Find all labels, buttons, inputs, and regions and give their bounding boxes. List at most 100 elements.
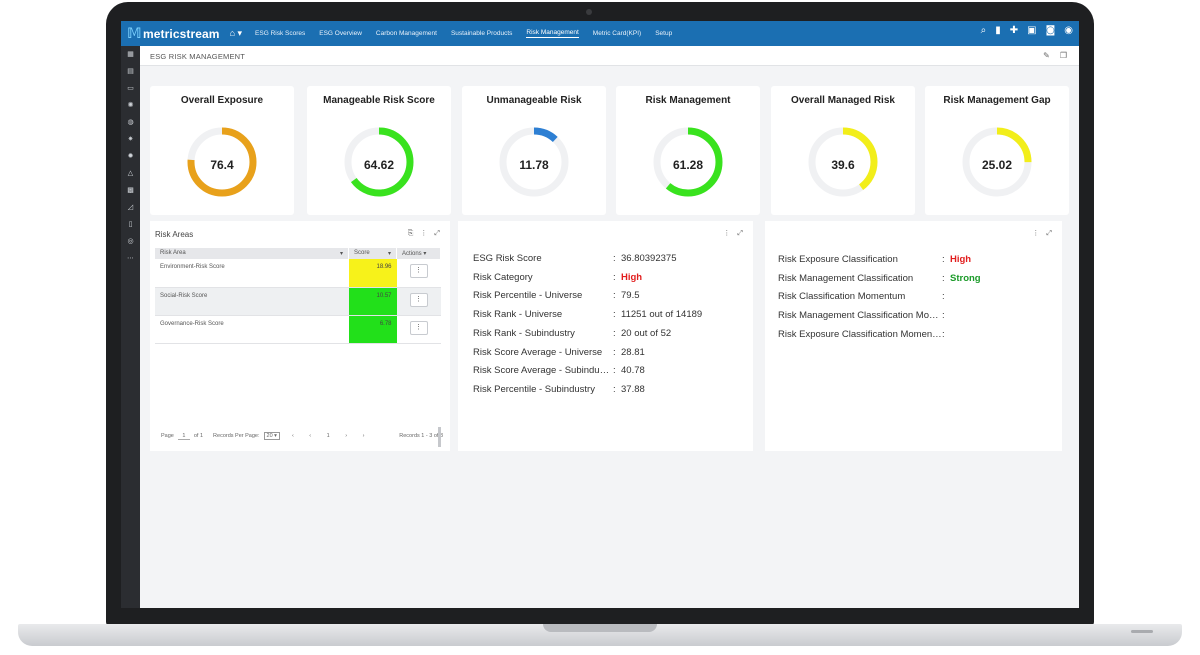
reports-icon[interactable]: ▤ xyxy=(127,67,134,75)
top-navigation: 𝕄 metricstream ⌂ ▾ ESG Risk Scores ESG O… xyxy=(121,21,1079,46)
page-header: ESG RISK MANAGEMENT ✎ ❐ xyxy=(140,46,1079,66)
classification-panel: ⋮ ⤢ Risk Exposure Classification: High Ris… xyxy=(765,221,1062,451)
kpi-value: 64.62 xyxy=(363,158,395,172)
page-title: ESG RISK MANAGEMENT xyxy=(150,52,246,61)
nav-item-carbon-management[interactable]: Carbon Management xyxy=(375,30,437,37)
location-icon[interactable]: ◎ xyxy=(127,237,134,245)
copy-icon[interactable]: ❐ xyxy=(1059,51,1067,60)
nav-item-esg-risk-scores[interactable]: ESG Risk Scores xyxy=(255,30,306,37)
more-icon[interactable]: ⋯ xyxy=(127,254,134,262)
donut-gauge xyxy=(962,127,1032,197)
row-actions-button[interactable]: ⋮ xyxy=(409,320,428,335)
classification-row: Risk Classification Momentum: xyxy=(778,291,950,302)
classification-label: Risk Exposure Classification xyxy=(778,254,898,265)
score-row: Risk Rank - Subindustry:20 out of 52 xyxy=(473,328,671,339)
separator: : xyxy=(613,346,616,358)
score-value: 40.78 xyxy=(621,365,645,377)
score-value: 36.80392375 xyxy=(621,253,677,264)
separator: : xyxy=(613,365,616,377)
grid-icon[interactable]: ▩ xyxy=(127,186,134,194)
classification-label: Risk Exposure Classification Momentum xyxy=(778,328,942,340)
chart-icon[interactable]: ◿ xyxy=(127,203,134,211)
more-vertical-icon[interactable]: ⋮ xyxy=(723,229,731,237)
warning-icon[interactable]: △ xyxy=(127,169,134,177)
globe-icon[interactable]: ◍ xyxy=(127,118,134,126)
kpi-card-unmanageable-risk: Unmanageable Risk 11.78 xyxy=(462,86,606,215)
row-actions-button[interactable]: ⋮ xyxy=(409,264,428,278)
table-row[interactable]: Governance-Risk Score 6.78 ⋮ xyxy=(155,315,441,344)
table-row[interactable]: Environment-Risk Score 18.96 ⋮ xyxy=(155,259,441,288)
more-vertical-icon[interactable]: ⋮ xyxy=(420,229,428,237)
page-count: of 1 xyxy=(193,433,204,439)
kpi-title: Overall Exposure xyxy=(180,95,264,106)
column-header-risk-area[interactable]: Risk Area ▾ xyxy=(155,248,349,259)
classification-row: Risk Management Classification: Strong xyxy=(778,273,981,284)
donut-gauge xyxy=(499,127,569,197)
app-screen: 𝕄 metricstream ⌂ ▾ ESG Risk Scores ESG O… xyxy=(121,21,1079,608)
panel-title: Risk Areas xyxy=(155,230,194,239)
nav-item-setup[interactable]: Setup xyxy=(655,30,673,37)
table-row[interactable]: Social-Risk Score 10.57 ⋮ xyxy=(155,287,441,316)
settings-icon[interactable]: ✷ xyxy=(127,135,134,143)
donut-gauge xyxy=(344,127,414,197)
dashboard-icon[interactable]: ▦ xyxy=(127,50,134,58)
document-icon[interactable]: ▯ xyxy=(128,220,133,228)
search-icon[interactable]: ⌕ xyxy=(980,25,987,36)
calendar-icon[interactable]: ▣ xyxy=(1027,25,1037,36)
score-label: ESG Risk Score xyxy=(473,253,542,264)
expand-icon[interactable]: ⤢ xyxy=(737,229,743,237)
page-navigation[interactable]: ‹ ‹ 1 › › xyxy=(291,433,372,439)
column-header-score[interactable]: Score ▾ xyxy=(348,248,397,259)
classification-label: Risk Management Classification Momentum xyxy=(778,310,942,322)
monitor-icon[interactable]: ▭ xyxy=(127,84,134,92)
webcam xyxy=(586,9,592,15)
donut-gauge xyxy=(187,127,257,197)
score-row: Risk Score Average - Universe:28.81 xyxy=(473,347,645,358)
home-menu[interactable]: ⌂ ▾ xyxy=(229,28,243,38)
user-avatar-icon[interactable]: ◉ xyxy=(1064,25,1073,36)
brand-logo[interactable]: 𝕄 metricstream xyxy=(127,27,220,41)
nav-item-sustainable-products[interactable]: Sustainable Products xyxy=(450,30,513,37)
more-vertical-icon[interactable]: ⋮ xyxy=(1032,229,1040,237)
records-per-page-select[interactable]: 20 ▾ xyxy=(263,432,280,440)
page-label: Page xyxy=(161,433,174,439)
classification-label: Risk Management Classification xyxy=(778,272,914,284)
risk-area-name: Governance-Risk Score xyxy=(155,315,349,344)
left-icon-bar: ▦ ▤ ▭ ✺ ◍ ✷ ✹ △ ▩ ◿ ▯ ◎ ⋯ xyxy=(121,46,140,608)
separator: : xyxy=(613,253,616,264)
expand-icon[interactable]: ⤢ xyxy=(434,229,440,237)
nav-item-esg-overview[interactable]: ESG Overview xyxy=(319,30,362,37)
classification-value: Strong xyxy=(950,272,981,284)
column-header-actions[interactable]: Actions ▾ xyxy=(396,248,441,259)
scrollbar[interactable] xyxy=(438,427,441,447)
risk-score-cell: 18.96 xyxy=(348,259,397,288)
score-label: Risk Category xyxy=(473,271,533,283)
kpi-value: 11.78 xyxy=(519,158,549,172)
edit-icon[interactable]: ✎ xyxy=(1043,51,1050,60)
tools-icon[interactable]: ✚ xyxy=(1009,25,1019,36)
kpi-value: 76.4 xyxy=(210,158,234,172)
expand-icon[interactable]: ⤢ xyxy=(1046,229,1052,237)
classification-row: Risk Exposure Classification: High xyxy=(778,254,971,265)
export-icon[interactable]: ⎘ xyxy=(407,229,414,237)
risk-areas-table: Risk Area ▾ Score ▾ Actions ▾ Environmen… xyxy=(155,248,441,344)
nav-item-risk-management[interactable]: Risk Management xyxy=(526,29,579,38)
kpi-value: 39.6 xyxy=(831,158,855,172)
score-value: 79.5 xyxy=(621,290,640,302)
page-input[interactable]: 1 xyxy=(177,433,190,440)
cog-icon[interactable]: ✹ xyxy=(127,152,134,160)
row-actions-button[interactable]: ⋮ xyxy=(409,292,428,307)
separator: : xyxy=(613,327,616,339)
nav-item-metric-card[interactable]: Metric Card(KPI) xyxy=(592,30,642,37)
kpi-title: Overall Managed Risk xyxy=(791,95,895,106)
separator: : xyxy=(942,272,945,284)
kpi-value: 61.28 xyxy=(672,158,704,172)
gear-icon[interactable]: ✺ xyxy=(127,101,134,109)
score-row: Risk Percentile - Subindustry:37.88 xyxy=(473,384,645,395)
bookmark-icon[interactable]: ▮ xyxy=(995,25,1001,36)
score-row: Risk Score Average - Subindustry:40.78 xyxy=(473,365,645,376)
classification-row: Risk Management Classification Momentum: xyxy=(778,310,950,321)
separator: : xyxy=(613,290,616,302)
chat-icon[interactable]: ◙ xyxy=(1045,25,1056,36)
donut-gauge xyxy=(808,127,878,197)
